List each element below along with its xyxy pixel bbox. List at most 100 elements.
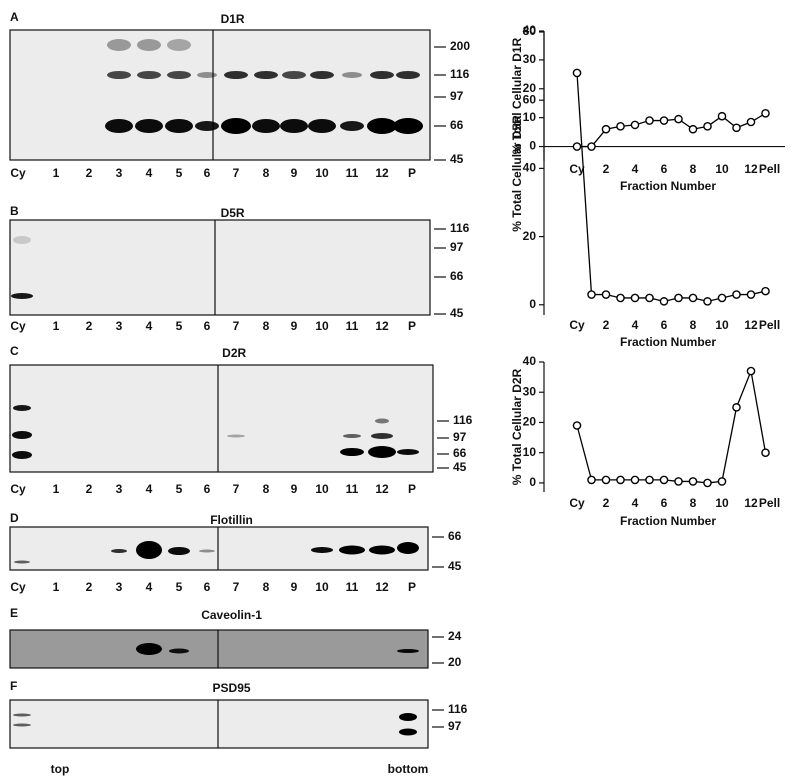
marker-label: 20	[448, 655, 462, 669]
marker-label: 116	[453, 413, 473, 427]
lane-label: 4	[146, 482, 153, 496]
x-tick-label: Cy	[569, 318, 585, 332]
lane-label: 8	[263, 319, 270, 333]
marker-label: 97	[453, 430, 467, 444]
y-axis-title: % Total Cellular D1R	[510, 37, 524, 154]
lane-label: Cy	[10, 580, 26, 594]
band	[13, 236, 31, 244]
x-tick-label: 4	[632, 162, 639, 176]
panel-letter: F	[10, 679, 17, 693]
x-axis-title: Fraction Number	[620, 514, 716, 528]
band	[105, 119, 133, 133]
data-point	[645, 293, 654, 303]
lane-label: 5	[176, 580, 183, 594]
data-point	[630, 120, 640, 130]
band	[342, 72, 362, 78]
blot-title: D5R	[221, 206, 245, 220]
lane-label: 5	[176, 319, 183, 333]
band	[367, 118, 397, 134]
lane-label: 6	[204, 482, 211, 496]
data-point	[659, 475, 669, 485]
band	[13, 405, 31, 411]
lane-label: 4	[146, 580, 153, 594]
panel-letter: A	[10, 10, 19, 24]
data-point	[659, 297, 669, 306]
data-point	[732, 123, 741, 133]
band	[11, 293, 33, 299]
lane-label: 4	[146, 166, 153, 180]
lane-label: 10	[315, 580, 329, 594]
data-point	[703, 478, 712, 488]
x-tick-label: 12	[744, 318, 758, 332]
x-tick-label: 8	[690, 496, 697, 510]
y-axis-title: % Total Cellular D2R	[510, 368, 524, 485]
lane-label: 8	[263, 580, 270, 594]
marker-label: 45	[450, 152, 464, 166]
band	[13, 713, 31, 717]
band	[137, 71, 161, 79]
blot-title: Caveolin-1	[201, 608, 262, 622]
data-point	[717, 293, 727, 303]
lane-label: 10	[315, 482, 329, 496]
lane-label: 2	[86, 319, 93, 333]
lane-label: 12	[375, 580, 389, 594]
lane-label: 2	[86, 166, 93, 180]
x-tick-label: 4	[632, 318, 639, 332]
band	[393, 118, 423, 134]
y-tick-label: 20	[523, 415, 537, 429]
band	[107, 71, 131, 79]
band	[280, 119, 308, 133]
y-tick-label: 80	[523, 24, 537, 38]
x-tick-label: 6	[661, 318, 668, 332]
band	[368, 446, 396, 458]
data-point	[630, 475, 640, 485]
x-axis-title: Fraction Number	[620, 179, 716, 193]
x-tick-label: 2	[603, 162, 610, 176]
lane-label: 1	[53, 319, 60, 333]
x-tick-label: 2	[603, 318, 610, 332]
band	[167, 71, 191, 79]
data-point	[732, 403, 741, 412]
lane-label: 12	[375, 166, 389, 180]
band	[165, 119, 193, 133]
data-point	[761, 448, 770, 457]
lane-label: 2	[86, 482, 93, 496]
lane-label: 9	[291, 166, 298, 180]
marker-label: 116	[448, 702, 468, 716]
lane-label: 9	[291, 319, 298, 333]
data-point	[746, 366, 756, 376]
panel-letter: D	[10, 511, 19, 525]
data-point	[572, 142, 582, 151]
band	[224, 71, 248, 79]
x-tick-label: 8	[690, 162, 697, 176]
data-point	[703, 122, 712, 131]
band	[371, 433, 393, 439]
data-point	[761, 286, 770, 296]
lane-label: 4	[146, 319, 153, 333]
data-point	[746, 290, 756, 299]
marker-label: 66	[448, 529, 462, 543]
band	[399, 728, 417, 736]
lane-label: Cy	[10, 166, 26, 180]
blot	[9, 219, 431, 316]
y-tick-label: 10	[523, 110, 537, 124]
lane-label: 7	[233, 166, 240, 180]
y-tick-label: 40	[523, 23, 537, 37]
band	[310, 71, 334, 79]
panel-letter: C	[10, 344, 19, 358]
data-point	[703, 297, 712, 306]
band	[13, 723, 31, 727]
data-point	[601, 124, 611, 134]
lane-label: 5	[176, 482, 183, 496]
band	[339, 545, 365, 555]
blot-title: PSD95	[213, 681, 251, 695]
end-label: top	[51, 762, 70, 776]
lane-label: 8	[263, 166, 270, 180]
marker-label: 116	[450, 221, 470, 235]
y-tick-label: 0	[529, 139, 536, 153]
band	[252, 119, 280, 133]
x-tick-label: 4	[632, 496, 639, 510]
y-tick-label: 0	[529, 297, 536, 311]
data-point	[674, 293, 683, 303]
lane-label: 2	[86, 580, 93, 594]
